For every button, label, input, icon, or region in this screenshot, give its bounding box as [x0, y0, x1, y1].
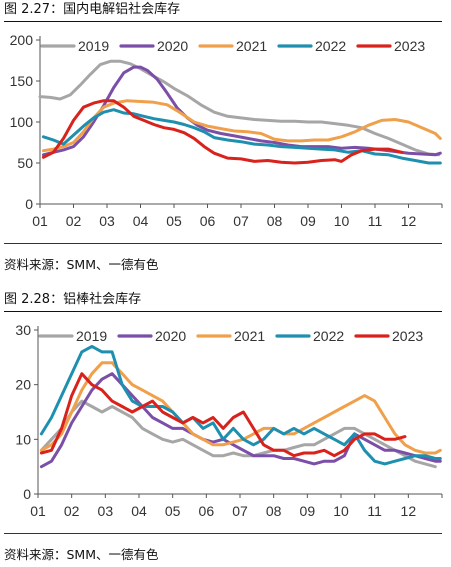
y-tick-label: 50 — [17, 155, 33, 171]
legend-label-2023: 2023 — [392, 328, 423, 344]
figure1-title: 图 2.27：国内电解铝社会库存 — [4, 2, 181, 17]
legend-label-2022: 2022 — [315, 38, 346, 54]
series-line-2021 — [39, 361, 442, 455]
figure1-bottom-rule — [4, 243, 442, 244]
x-tick-label: 11 — [368, 213, 383, 229]
x-tick-label: 06 — [200, 213, 216, 229]
x-tick-label: 05 — [166, 213, 182, 229]
y-tick-label: 20 — [15, 377, 31, 393]
x-tick-label: 02 — [64, 503, 80, 519]
x-tick-label: 09 — [300, 503, 316, 519]
x-tick-label: 01 — [30, 503, 46, 519]
legend-label-2020: 2020 — [157, 38, 188, 54]
figure2-title: 图 2.28：铝棒社会库存 — [4, 292, 142, 307]
x-tick-label: 11 — [367, 503, 382, 519]
x-tick-label: 08 — [266, 503, 282, 519]
legend-label-2019: 2019 — [78, 38, 109, 54]
series-line-2023 — [41, 99, 404, 165]
series-line-2019 — [39, 399, 437, 469]
series-line-2022 — [39, 344, 442, 466]
x-tick-label: 05 — [165, 503, 181, 519]
x-tick-label: 02 — [66, 213, 82, 229]
x-tick-label: 04 — [131, 503, 147, 519]
figure1-source: 资料来源：SMM、一德有色 — [4, 257, 159, 272]
y-tick-label: 0 — [25, 196, 33, 212]
x-tick-label: 09 — [300, 213, 316, 229]
series-line-2019 — [38, 59, 441, 157]
chart-aluminum-rod-inventory: 0 10 20 30 01 02 03 04 05 06 07 08 09 10 11 12 2019 2020 2… — [15, 322, 443, 519]
x-tick-label: 03 — [98, 503, 114, 519]
x-tick-label: 03 — [99, 213, 115, 229]
y-tick-label: 0 — [23, 486, 31, 502]
y-tick-label: 200 — [10, 32, 34, 48]
chart-domestic-aluminum-inventory: 0 50 100 150 200 01 02 03 04 05 06 07 08 09 10 11 12 2019… — [10, 32, 443, 229]
legend-label-2021: 2021 — [236, 38, 267, 54]
series-line-2020 — [39, 372, 442, 469]
y-tick-label: 10 — [15, 431, 31, 447]
figure2-bottom-rule — [4, 533, 442, 534]
y-tick-label: 100 — [10, 114, 34, 130]
x-tick-label: 10 — [334, 213, 350, 229]
figure2-source: 资料来源：SMM、一德有色 — [4, 547, 159, 562]
x-tick-label: 08 — [267, 213, 283, 229]
x-tick-label: 10 — [333, 503, 349, 519]
x-tick-label: 12 — [401, 213, 417, 229]
x-tick-label: 07 — [232, 503, 248, 519]
legend-label-2021: 2021 — [234, 328, 265, 344]
series-line-2022 — [41, 108, 442, 165]
y-tick-label: 150 — [10, 73, 34, 89]
legend-label-2023: 2023 — [394, 38, 425, 54]
figure2-top-rule — [4, 311, 442, 312]
legend-label-2020: 2020 — [155, 328, 186, 344]
x-tick-label: 01 — [32, 213, 48, 229]
x-tick-label: 04 — [133, 213, 149, 229]
y-tick-label: 30 — [15, 322, 31, 338]
x-tick-label: 06 — [199, 503, 215, 519]
legend-label-2022: 2022 — [313, 328, 344, 344]
series-line-2023 — [39, 372, 407, 458]
x-tick-label: 07 — [233, 213, 249, 229]
x-tick-label: 12 — [401, 503, 417, 519]
figure1-top-rule — [4, 21, 442, 22]
legend-label-2019: 2019 — [76, 328, 107, 344]
